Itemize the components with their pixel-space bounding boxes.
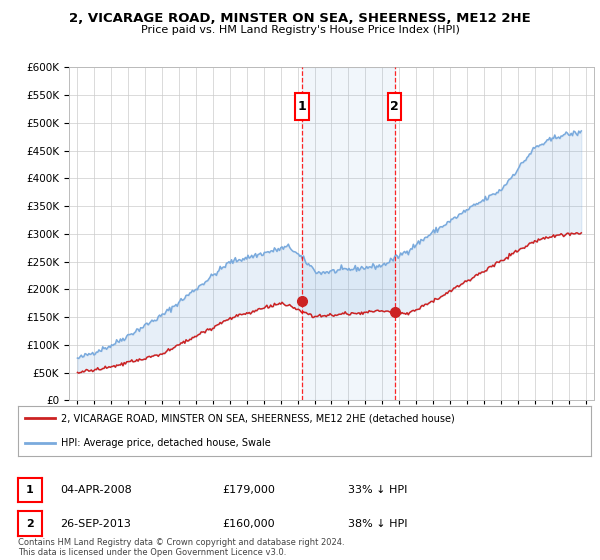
Text: 1: 1 <box>298 100 307 113</box>
Bar <box>302 67 395 400</box>
Text: 33% ↓ HPI: 33% ↓ HPI <box>348 485 407 495</box>
Text: 2: 2 <box>390 100 399 113</box>
FancyBboxPatch shape <box>388 94 401 120</box>
Text: 2, VICARAGE ROAD, MINSTER ON SEA, SHEERNESS, ME12 2HE: 2, VICARAGE ROAD, MINSTER ON SEA, SHEERN… <box>69 12 531 25</box>
Text: 04-APR-2008: 04-APR-2008 <box>60 485 132 495</box>
Text: 38% ↓ HPI: 38% ↓ HPI <box>348 519 407 529</box>
Text: Contains HM Land Registry data © Crown copyright and database right 2024.
This d: Contains HM Land Registry data © Crown c… <box>18 538 344 557</box>
Text: HPI: Average price, detached house, Swale: HPI: Average price, detached house, Swal… <box>61 438 271 449</box>
Text: Price paid vs. HM Land Registry's House Price Index (HPI): Price paid vs. HM Land Registry's House … <box>140 25 460 35</box>
Text: £179,000: £179,000 <box>222 485 275 495</box>
Text: 2: 2 <box>26 519 34 529</box>
Text: 1: 1 <box>26 485 34 495</box>
Text: £160,000: £160,000 <box>222 519 275 529</box>
FancyBboxPatch shape <box>295 94 309 120</box>
Text: 26-SEP-2013: 26-SEP-2013 <box>60 519 131 529</box>
Text: 2, VICARAGE ROAD, MINSTER ON SEA, SHEERNESS, ME12 2HE (detached house): 2, VICARAGE ROAD, MINSTER ON SEA, SHEERN… <box>61 413 455 423</box>
